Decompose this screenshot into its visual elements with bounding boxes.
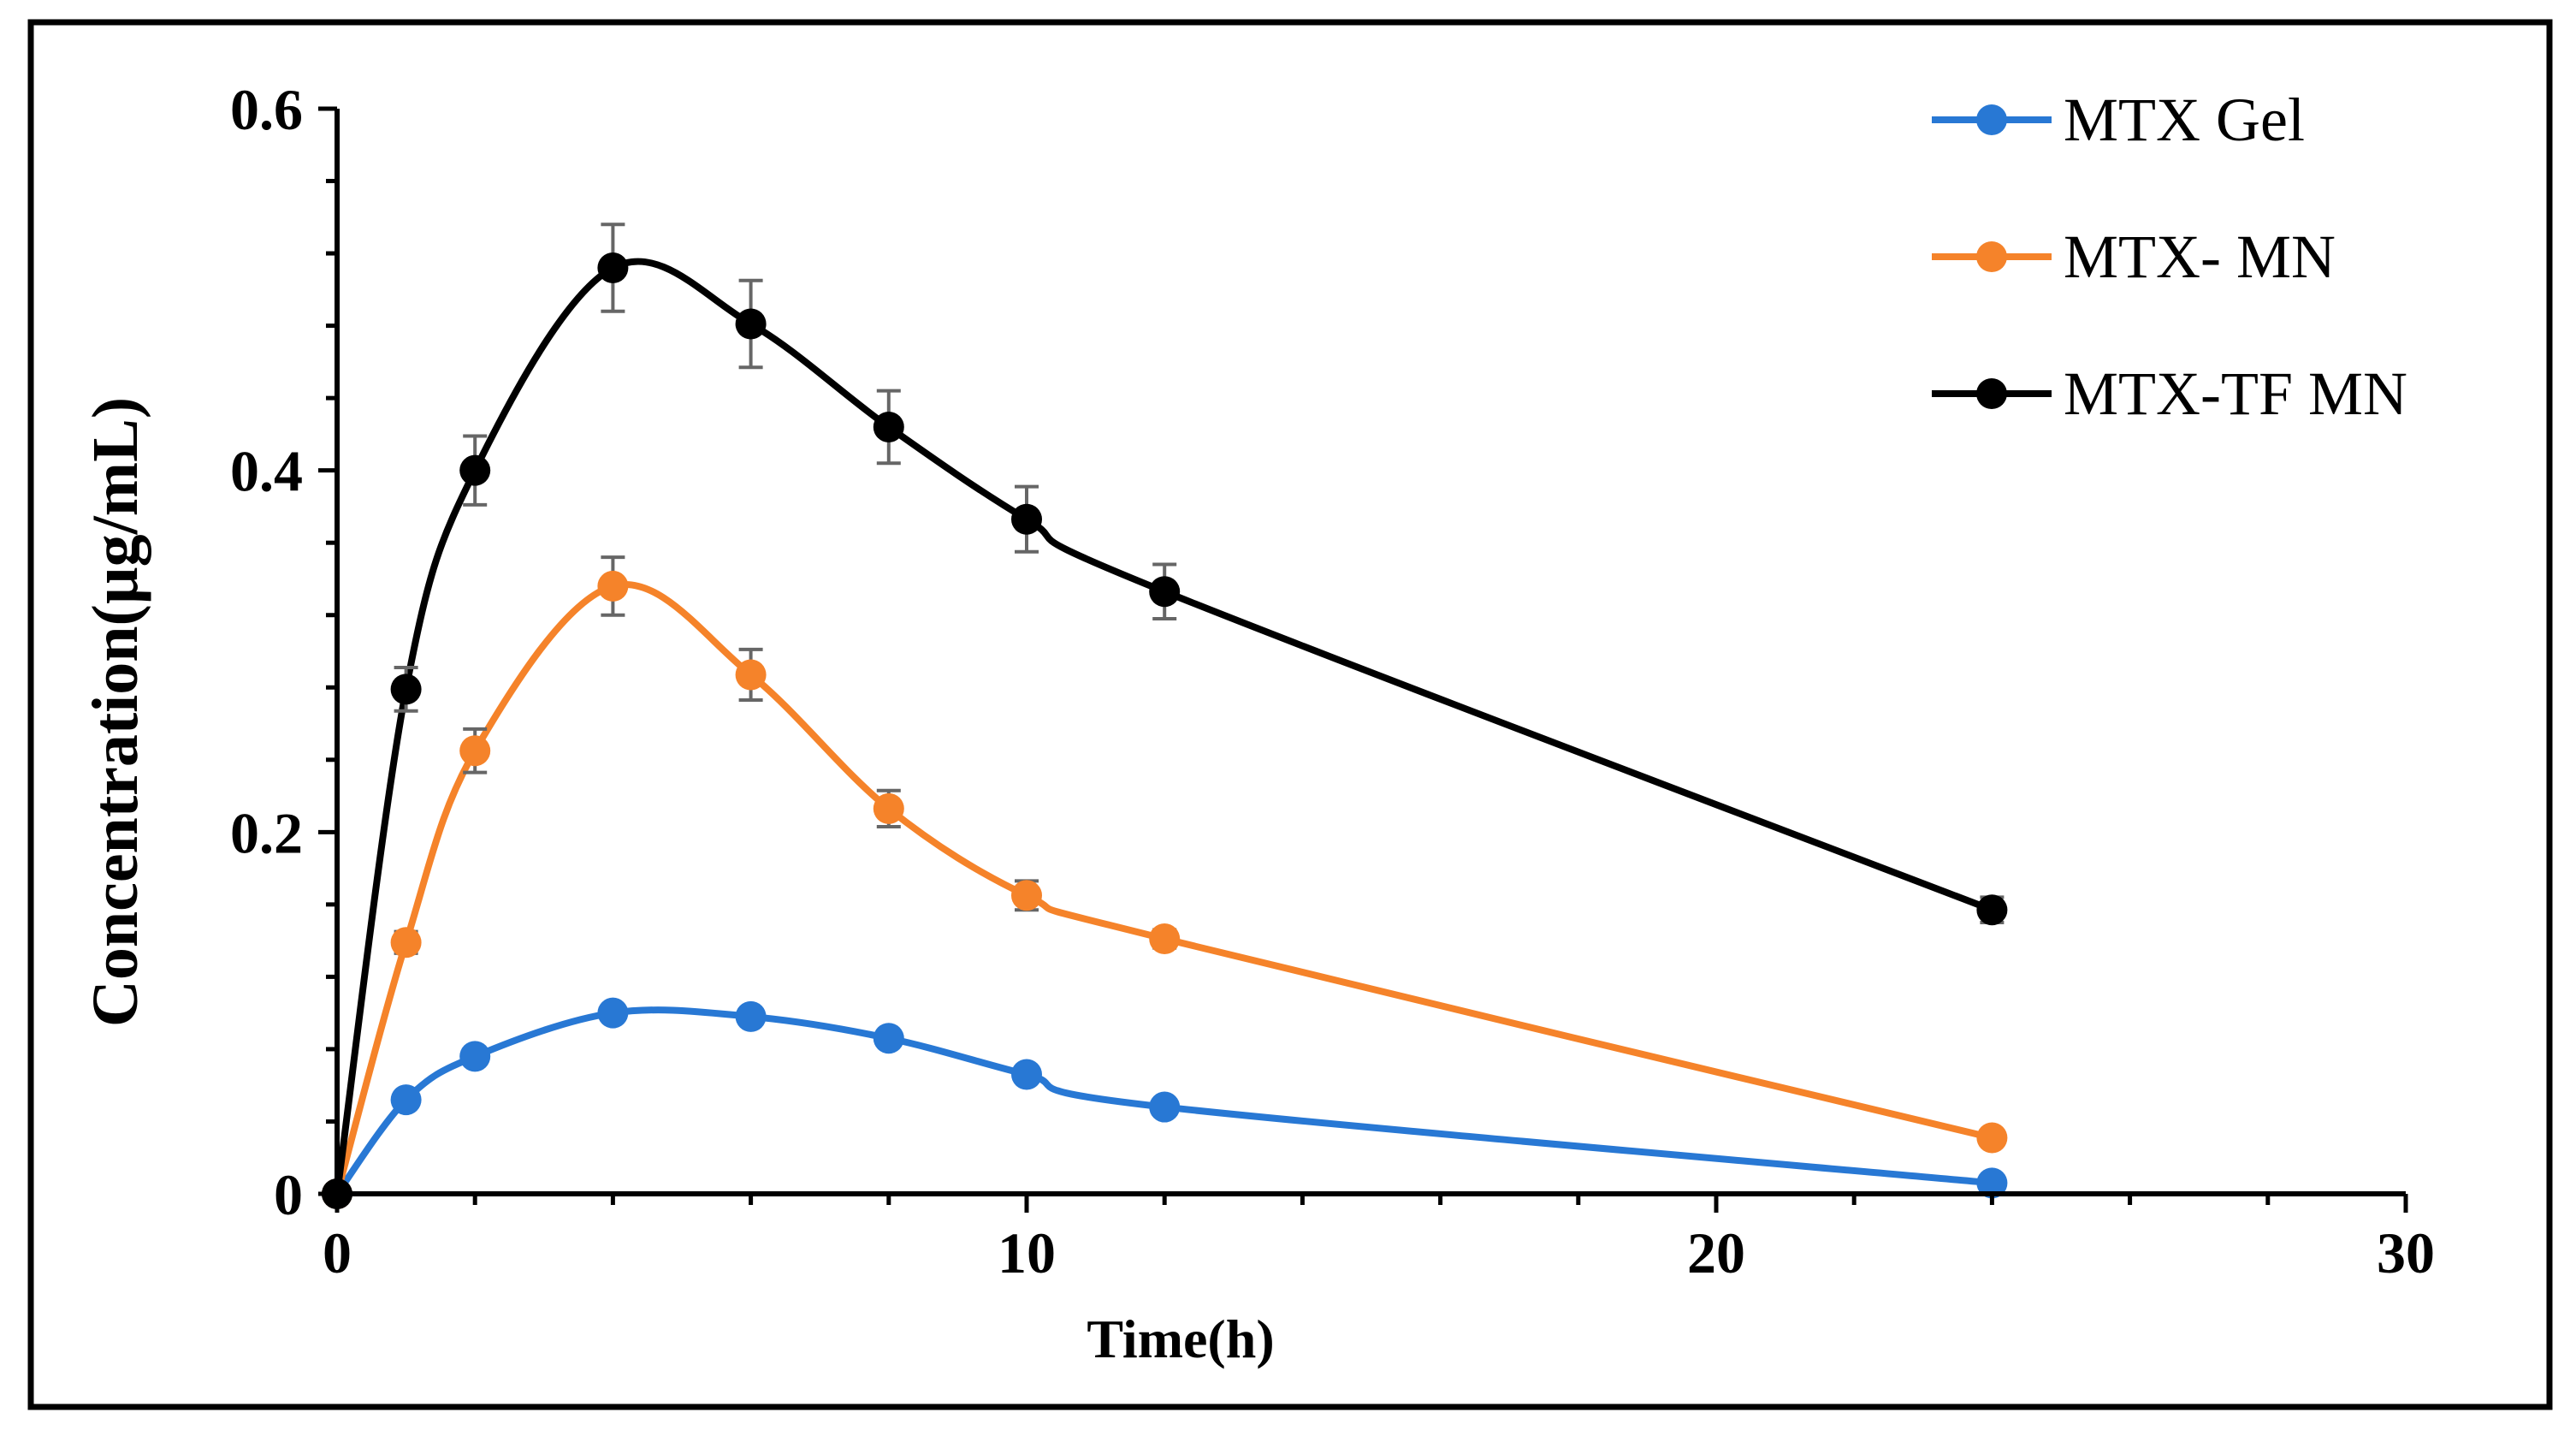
data-point <box>735 659 767 691</box>
y-tick-label: 0 <box>274 1162 303 1227</box>
legend-label: MTX-TF MN <box>2064 359 2407 428</box>
legend-entry: MTX-TF MN <box>1932 359 2407 428</box>
legend-entry: MTX- MN <box>1932 223 2336 291</box>
data-point <box>1149 923 1181 955</box>
data-point <box>390 927 422 958</box>
data-point <box>1976 1167 2008 1199</box>
y-tick-label: 0.6 <box>230 77 303 142</box>
data-point <box>735 1000 767 1032</box>
data-point <box>1011 880 1042 911</box>
data-point <box>1011 1059 1042 1090</box>
series-3 <box>322 223 2008 1209</box>
series-line <box>334 581 1996 1197</box>
data-point <box>597 252 629 283</box>
data-point <box>873 1023 904 1054</box>
data-point <box>1011 503 1042 535</box>
legend-entry: MTX Gel <box>1932 86 2305 154</box>
legend-swatch-marker <box>1976 241 2007 272</box>
data-point <box>1149 576 1181 608</box>
x-tick-label: 20 <box>1687 1220 1745 1285</box>
data-point <box>390 674 422 705</box>
series-1 <box>322 997 2008 1209</box>
data-point <box>735 308 767 340</box>
data-point <box>459 735 491 767</box>
legend: MTX Gel MTX- MN MTX-TF MN <box>1932 86 2407 428</box>
chart-frame <box>27 19 2553 1410</box>
series-2 <box>322 555 2008 1209</box>
data-point <box>873 411 904 442</box>
x-tick-label: 10 <box>998 1220 1056 1285</box>
data-point <box>597 997 629 1029</box>
data-point <box>390 1084 422 1116</box>
data-point <box>1149 1091 1181 1123</box>
axes: 0 10 20 30 0 0.2 0.4 0.6 <box>230 77 2435 1285</box>
legend-label: MTX Gel <box>2064 86 2305 154</box>
y-axis-title: Concentration(µg/mL) <box>80 397 151 1027</box>
y-tick-label: 0.2 <box>230 800 303 865</box>
legend-label: MTX- MN <box>2064 223 2336 291</box>
data-point <box>597 570 629 602</box>
plot-area <box>322 223 2008 1209</box>
y-tick-label: 0.4 <box>230 439 303 504</box>
x-axis-title: Time(h) <box>1087 1309 1274 1369</box>
x-tick-label: 0 <box>323 1220 352 1285</box>
legend-swatch-marker <box>1976 104 2007 135</box>
data-point <box>873 792 904 824</box>
data-point <box>1976 894 2008 926</box>
x-tick-label: 30 <box>2377 1220 2435 1285</box>
data-point <box>459 1041 491 1072</box>
data-point <box>459 454 491 486</box>
data-point <box>1976 1122 2008 1154</box>
legend-swatch-marker <box>1976 378 2007 409</box>
